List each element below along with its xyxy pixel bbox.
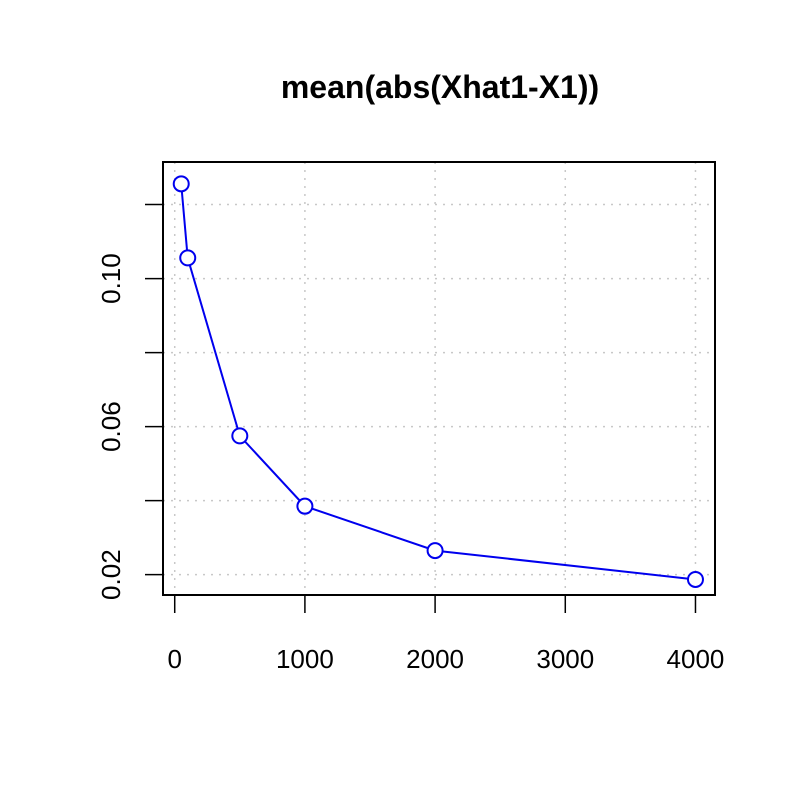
y-tick-label: 0.10 — [96, 253, 126, 304]
data-point — [231, 427, 249, 445]
data-point — [426, 542, 444, 560]
y-tick-label: 0.06 — [96, 401, 126, 452]
data-point — [686, 570, 704, 588]
data-point — [296, 497, 314, 515]
grid — [163, 162, 715, 595]
x-tick-label: 0 — [167, 644, 181, 674]
x-tick-label: 4000 — [667, 644, 725, 674]
chart-title: mean(abs(Xhat1-X1)) — [281, 69, 599, 105]
data-point — [179, 249, 197, 267]
y-tick-label: 0.02 — [96, 549, 126, 600]
y-axis: 0.02 0.06 0.10 — [96, 203, 164, 600]
x-tick-label: 1000 — [276, 644, 334, 674]
series — [172, 175, 704, 588]
plot-frame — [162, 161, 716, 596]
series-line — [180, 183, 696, 581]
x-tick-label: 3000 — [536, 644, 594, 674]
x-axis: 0 1000 2000 3000 4000 — [167, 594, 725, 674]
data-point — [172, 175, 190, 193]
x-tick-label: 2000 — [406, 644, 464, 674]
